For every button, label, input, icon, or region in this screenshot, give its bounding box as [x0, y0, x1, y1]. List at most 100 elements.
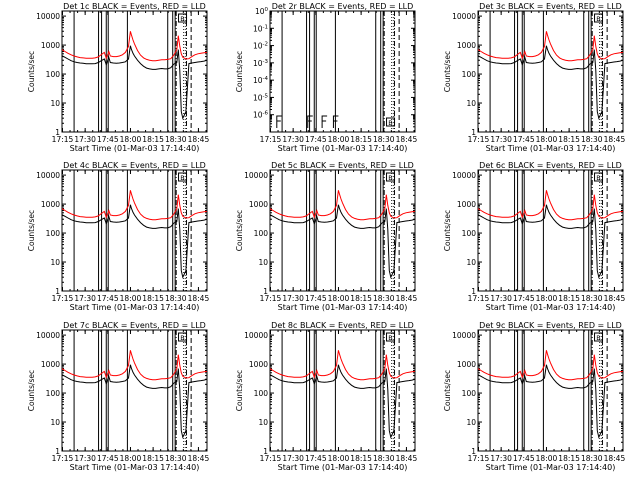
marker-box-label: B [388, 119, 392, 127]
x-tick-label: 17:45 [97, 454, 119, 463]
x-tick-label: 17:30 [282, 294, 304, 303]
flag-glyph [321, 115, 328, 128]
flag-glyph [332, 115, 339, 128]
x-tick-label: 17:30 [490, 454, 512, 463]
y-tick-label: 10000 [36, 171, 60, 180]
x-tick-label: 18:45 [604, 135, 626, 144]
series-line-lld [270, 350, 415, 381]
x-tick-label: 18:15 [350, 454, 372, 463]
marker-box [594, 172, 604, 182]
series-line-events [62, 364, 207, 439]
y-tick-label: 100 [46, 229, 61, 238]
x-tick-label: 17:15 [52, 454, 74, 463]
series-line-events [62, 204, 207, 279]
marker-box [386, 172, 396, 182]
series-line-events [478, 204, 623, 279]
y-tick-label: 10 [466, 99, 476, 108]
x-tick-label: 17:30 [282, 454, 304, 463]
y-tick-label: 10000 [452, 331, 476, 340]
y-tick-label: 10 [50, 99, 60, 108]
series-line-events [270, 204, 415, 279]
x-tick-label: 18:45 [188, 135, 210, 144]
y-axis-label: Counts/sec [443, 210, 452, 251]
x-axis-label: Start Time (01-Mar-03 17:14:40) [278, 144, 408, 153]
y-tick-label: 1000 [41, 200, 60, 209]
marker-box [386, 332, 396, 342]
x-tick-label: 18:30 [165, 454, 187, 463]
y-tick-label: 100 [254, 389, 269, 398]
x-axis-label: Start Time (01-Mar-03 17:14:40) [486, 144, 616, 153]
x-axis-label: Start Time (01-Mar-03 17:14:40) [70, 144, 200, 153]
x-tick-label: 18:00 [536, 294, 558, 303]
panel-title: Det 5c BLACK = Events, RED = LLD [271, 161, 414, 170]
flag-glyph [307, 115, 313, 128]
y-tick-label: 1 [471, 287, 476, 296]
y-tick-label: 1000 [249, 360, 268, 369]
y-tick-label: 1 [55, 287, 60, 296]
series-line-events [270, 364, 415, 439]
x-tick-label: 17:15 [468, 294, 490, 303]
y-tick-label: 1000 [457, 360, 476, 369]
y-axis-label: Counts/sec [235, 370, 244, 411]
y-axis-label: Counts/sec [27, 370, 36, 411]
x-tick-label: 18:30 [581, 454, 603, 463]
x-tick-label: 17:30 [74, 454, 96, 463]
x-tick-label: 17:30 [74, 135, 96, 144]
x-tick-label: 18:15 [142, 294, 164, 303]
y-tick-label: 10-5 [253, 93, 269, 102]
x-tick-label: 18:15 [142, 454, 164, 463]
x-axis-label: Start Time (01-Mar-03 17:14:40) [486, 303, 616, 312]
marker-box [594, 332, 604, 342]
panel-title: Det 2r BLACK = Events, RED = LLD [272, 2, 414, 11]
x-tick-label: 17:30 [74, 294, 96, 303]
y-tick-label: 10-1 [253, 24, 268, 33]
x-tick-label: 18:15 [142, 135, 164, 144]
y-axis-label: Counts/sec [443, 51, 452, 92]
series-line-lld [478, 31, 623, 62]
y-tick-label: 10-3 [253, 59, 269, 68]
y-tick-label: 1000 [457, 200, 476, 209]
marker-box-label: B [596, 174, 600, 182]
y-tick-label: 10 [466, 418, 476, 427]
x-tick-label: 17:15 [52, 135, 74, 144]
marker-box [178, 13, 188, 23]
y-tick-label: 10 [258, 418, 268, 427]
x-tick-label: 17:45 [305, 454, 327, 463]
x-tick-label: 17:15 [260, 135, 282, 144]
x-tick-label: 17:45 [513, 135, 535, 144]
y-axis-label: Counts/sec [27, 51, 36, 92]
y-tick-label: 10000 [36, 12, 60, 21]
plot-frame [61, 169, 208, 292]
y-tick-label: 10 [258, 258, 268, 267]
series-line-events [62, 45, 207, 120]
y-tick-label: 1000 [41, 360, 60, 369]
y-tick-label: 100 [255, 7, 269, 16]
x-tick-label: 17:45 [513, 454, 535, 463]
marker-box-label: B [180, 15, 184, 23]
panel-title: Det 1c BLACK = Events, RED = LLD [63, 2, 206, 11]
y-tick-label: 1 [471, 128, 476, 137]
y-tick-label: 100 [254, 229, 269, 238]
y-tick-label: 10000 [452, 12, 476, 21]
x-tick-label: 18:00 [536, 454, 558, 463]
x-tick-label: 18:00 [120, 135, 142, 144]
series-line-lld [478, 190, 623, 221]
marker-box-label: B [596, 15, 600, 23]
y-tick-label: 10000 [36, 331, 60, 340]
x-axis-label: Start Time (01-Mar-03 17:14:40) [70, 303, 200, 312]
x-tick-label: 17:45 [305, 135, 327, 144]
x-tick-label: 18:45 [604, 454, 626, 463]
marker-box [594, 13, 604, 23]
y-tick-label: 1000 [41, 41, 60, 50]
x-tick-label: 17:45 [97, 135, 119, 144]
x-tick-label: 18:45 [396, 135, 418, 144]
x-tick-label: 18:30 [581, 135, 603, 144]
y-tick-label: 1 [55, 128, 60, 137]
x-tick-label: 18:30 [581, 294, 603, 303]
x-tick-label: 18:00 [328, 294, 350, 303]
plot-frame [61, 329, 208, 452]
